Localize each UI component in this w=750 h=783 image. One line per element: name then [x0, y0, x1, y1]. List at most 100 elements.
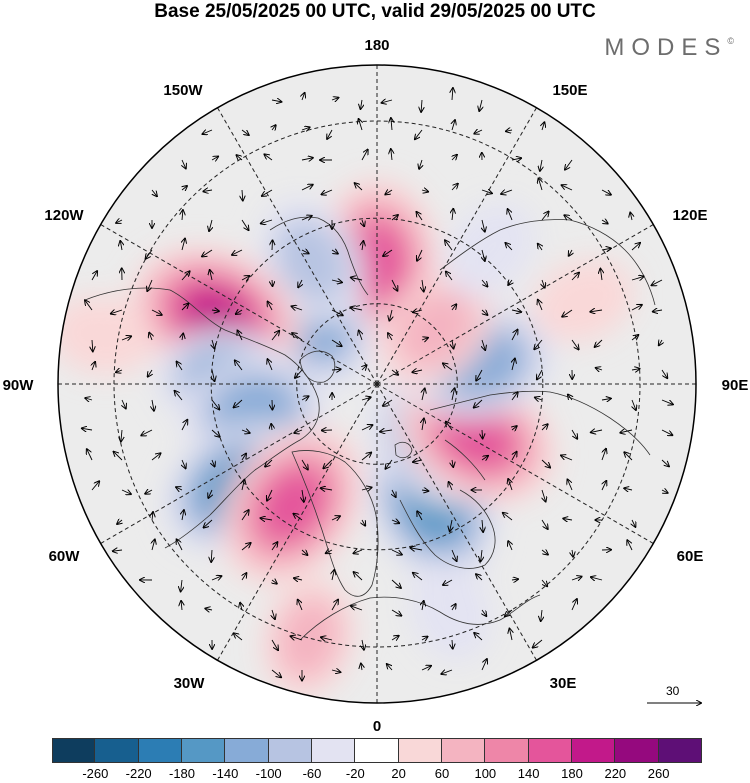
- wind-arrow-182: [568, 395, 572, 400]
- wind-arrow-294: [511, 579, 518, 580]
- wind-arrow-300: [240, 603, 242, 611]
- wind-arrow-44: [451, 184, 458, 191]
- polar-stereographic-map: 180 150E 120E 90E 60E 30E 0 30W 60W 90W …: [3, 37, 749, 735]
- wind-arrow-158: [443, 363, 453, 371]
- wind-arrow-75: [331, 250, 338, 254]
- wind-arrow-277: [508, 541, 512, 551]
- wind-arrow-54: [241, 219, 249, 230]
- wind-arrow-286: [272, 580, 277, 584]
- wind-arrow-68: [120, 241, 122, 251]
- wind-arrow-6: [452, 88, 453, 101]
- wind-arrow-207: [114, 452, 123, 461]
- wind-arrow-229: [176, 487, 183, 490]
- wind-arrow-309: [505, 609, 513, 616]
- wind-arrow-212: [265, 459, 273, 467]
- wind-arrow-218: [452, 459, 453, 467]
- wind-arrow-9: [241, 130, 249, 135]
- lon-label-120e: 120E: [672, 207, 707, 224]
- wind-arrow-180: [511, 392, 518, 401]
- wind-arrow-173: [301, 396, 309, 400]
- wind-arrow-10: [272, 125, 276, 130]
- wind-arrow-205: [661, 429, 672, 435]
- wind-arrow-31: [511, 158, 521, 160]
- wind-arrow-120: [511, 310, 521, 312]
- wind-arrow-32: [540, 159, 542, 171]
- wind-arrow-127: [121, 336, 131, 340]
- lon-label-60w: 60W: [49, 548, 81, 565]
- colorbar-swatch-9: [442, 738, 486, 763]
- longitude-labels: 180 150E 120E 90E 60E 30E 0 30W 60W 90W …: [3, 37, 749, 735]
- wind-arrow-101: [542, 279, 545, 288]
- wind-arrow-39: [301, 185, 313, 191]
- wind-arrow-131: [238, 331, 243, 341]
- wind-arrow-140: [511, 330, 518, 341]
- wind-arrow-243: [602, 481, 606, 491]
- wind-arrow-134: [331, 339, 342, 346]
- wind-arrow-181: [535, 398, 543, 401]
- wind-arrow-242: [568, 480, 573, 491]
- wind-arrow-285: [242, 573, 246, 581]
- wind-arrow-62: [482, 219, 485, 232]
- wind-arrow-146: [92, 362, 95, 371]
- wind-arrow-60: [417, 212, 423, 221]
- wind-arrow-14: [391, 118, 392, 131]
- colorbar-swatch-12: [572, 738, 616, 763]
- colorbar-tick-10: 140: [517, 766, 540, 781]
- colorbar-tick-13: 260: [647, 766, 670, 781]
- wind-arrow-165: [661, 369, 667, 378]
- colorbar-swatch-11: [528, 738, 572, 763]
- wind-arrow-103: [600, 269, 602, 281]
- wind-arrow-141: [534, 339, 543, 349]
- wind-arrow-225: [661, 459, 669, 466]
- wind-arrow-13: [359, 119, 362, 131]
- wind-arrow-190: [211, 429, 220, 437]
- coastline-siberia: [429, 390, 651, 456]
- wind-arrow-176: [383, 399, 393, 406]
- wind-arrow-266: [177, 539, 183, 551]
- lon-label-30w: 30W: [174, 675, 206, 692]
- wind-arrow-111: [236, 310, 243, 314]
- wind-arrow-50: [116, 220, 123, 223]
- colorbar-swatch-1: [95, 738, 139, 763]
- wind-arrow-27: [391, 149, 392, 161]
- wind-arrow-221: [541, 459, 550, 468]
- wind-arrow-288: [332, 570, 334, 581]
- colorbar-tick-1: -220: [125, 766, 152, 781]
- wind-arrow-219: [481, 456, 488, 460]
- lon-label-150w: 150W: [163, 82, 203, 99]
- wind-arrow-7: [479, 99, 482, 111]
- anomaly-center-2-level-1: [275, 218, 348, 304]
- wind-arrow-248: [182, 510, 184, 521]
- wind-arrow-21: [211, 157, 218, 161]
- wind-arrow-85: [631, 243, 640, 251]
- wind-arrow-208: [151, 453, 161, 461]
- wind-arrow-175: [361, 397, 371, 400]
- wind-arrow-305: [391, 609, 401, 616]
- wind-arrow-136: [388, 333, 392, 341]
- wind-arrow-119: [482, 310, 487, 315]
- wind-arrow-88: [147, 279, 153, 291]
- wind-arrow-256: [417, 511, 423, 521]
- map-border: [57, 64, 697, 704]
- wind-arrow-155: [362, 365, 367, 370]
- wind-arrow-79: [445, 240, 453, 251]
- wind-arrow-138: [452, 339, 454, 349]
- wind-arrow-236: [392, 489, 396, 497]
- wind-arrow-151: [235, 360, 243, 371]
- wind-arrow-83: [569, 249, 572, 256]
- wind-arrow-53: [209, 219, 212, 231]
- colorbar-swatch-10: [485, 738, 529, 763]
- wind-arrow-37: [242, 189, 243, 201]
- wind-arrow-28: [419, 159, 422, 169]
- wind-arrow-34: [152, 189, 157, 196]
- wind-arrow-99: [481, 279, 487, 287]
- wind-arrow-122: [562, 309, 573, 317]
- wind-arrow-56: [301, 216, 312, 220]
- wind-arrow-40: [322, 189, 333, 194]
- wind-arrow-197: [422, 419, 424, 431]
- wind-arrow-29: [452, 155, 457, 160]
- wind-arrow-144: [631, 335, 638, 340]
- wind-arrow-290: [391, 579, 401, 588]
- wind-arrow-317: [362, 639, 364, 650]
- wind-arrow-319: [422, 637, 428, 640]
